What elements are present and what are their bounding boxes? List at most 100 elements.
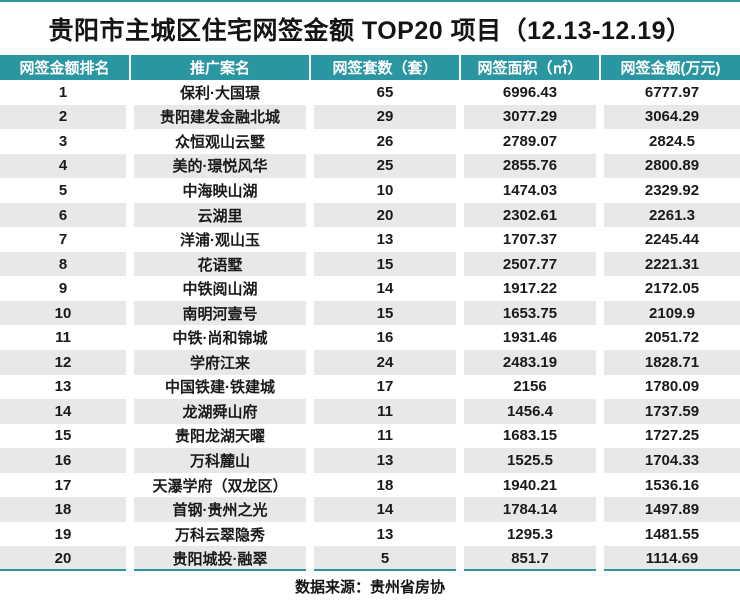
cell-units: 24	[310, 350, 460, 375]
cell-project-name: 中铁·尚和锦城	[172, 330, 268, 348]
cell-area: 6996.43	[502, 83, 558, 101]
table-header-row: 网签金额排名 推广案名 网签套数（套） 网签面积（㎡） 网签金额(万元)	[0, 55, 740, 80]
table-row: 7 洋浦·观山玉 13 1707.37 2245.44	[0, 227, 740, 252]
cell-units: 17	[376, 378, 394, 396]
table-row: 19 万科云翠隐秀 13 1295.3 1481.55	[0, 522, 740, 547]
cell-rank: 13	[54, 378, 72, 396]
cell-amount: 1737.59	[600, 399, 740, 424]
cell-units: 13	[310, 448, 460, 473]
cell-units: 15	[310, 251, 460, 277]
cell-units: 14	[310, 497, 460, 522]
cell-units: 25	[310, 153, 460, 179]
cell-project-name: 万科云翠隐秀	[174, 526, 265, 544]
cell-rank: 7	[58, 231, 68, 249]
cell-rank: 2	[0, 104, 130, 130]
cell-amount: 2109.9	[600, 300, 740, 326]
table-row: 9 中铁阅山湖 14 1917.22 2172.05	[0, 276, 740, 301]
cell-area: 1784.14	[460, 497, 600, 522]
cell-area: 3077.29	[460, 104, 600, 130]
table-row: 4 美的·璟悦风华 25 2855.76 2800.89	[0, 153, 740, 179]
cell-project-name: 美的·璟悦风华	[130, 153, 310, 179]
cell-area: 2483.19	[460, 350, 600, 375]
cell-amount: 1828.71	[600, 350, 740, 375]
cell-amount: 1780.09	[644, 378, 700, 396]
cell-project-name: 云湖里	[130, 202, 310, 228]
cell-area: 1917.22	[502, 280, 558, 298]
cell-amount: 1727.25	[644, 427, 700, 445]
cell-amount: 1704.33	[600, 448, 740, 473]
cell-units: 20	[310, 202, 460, 228]
table-row: 18 首钢·贵州之光 14 1784.14 1497.89	[0, 497, 740, 522]
cell-area: 1931.46	[502, 329, 558, 347]
cell-rank: 6	[0, 202, 130, 228]
cell-project-name: 洋浦·观山玉	[180, 232, 260, 250]
cell-project-name: 万科麓山	[130, 448, 310, 473]
cell-project-name: 贵阳龙湖天曜	[174, 428, 265, 446]
table-row: 20 贵阳城投·融翠 5 851.7 1114.69	[0, 546, 740, 571]
column-header-name: 推广案名	[130, 55, 310, 80]
table-row: 8 花语墅 15 2507.77 2221.31	[0, 251, 740, 277]
cell-amount: 2221.31	[600, 251, 740, 277]
cell-amount: 2800.89	[600, 153, 740, 179]
cell-area: 2156	[513, 378, 547, 396]
cell-project-name: 首钢·贵州之光	[130, 497, 310, 522]
cell-project-name: 南明河壹号	[130, 300, 310, 326]
cell-rank: 15	[54, 427, 72, 445]
cell-project-name: 中海映山湖	[182, 182, 258, 200]
cell-units: 29	[310, 104, 460, 130]
cell-amount: 1497.89	[600, 497, 740, 522]
page-title: 贵阳市主城区住宅网签金额 TOP20 项目（12.13-12.19）	[48, 16, 692, 45]
column-header-amount: 网签金额(万元)	[600, 55, 740, 80]
cell-area: 1683.15	[502, 427, 558, 445]
cell-units: 14	[376, 280, 394, 298]
cell-rank: 19	[54, 525, 72, 543]
cell-rank: 12	[0, 350, 130, 375]
cell-area: 1653.75	[460, 300, 600, 326]
cell-project-name: 学府江来	[130, 350, 310, 375]
cell-rank: 20	[0, 546, 130, 571]
cell-amount: 3064.29	[600, 104, 740, 130]
table-row: 3 众恒观山云墅 26 2789.07 2824.5	[0, 129, 740, 154]
cell-project-name: 众恒观山云墅	[174, 133, 265, 151]
data-source-note: 数据来源：贵州省房协	[294, 579, 445, 596]
cell-amount: 2824.5	[649, 132, 695, 150]
cell-rank: 3	[58, 132, 68, 150]
cell-project-name: 龙湖舜山府	[130, 399, 310, 424]
cell-rank: 4	[0, 153, 130, 179]
cell-units: 65	[376, 83, 394, 101]
cell-amount: 2245.44	[644, 231, 700, 249]
table-row: 15 贵阳龙湖天曜 11 1683.15 1727.25	[0, 424, 740, 449]
cell-amount: 2051.72	[644, 329, 700, 347]
table-row: 14 龙湖舜山府 11 1456.4 1737.59	[0, 399, 740, 424]
cell-project-name: 贵阳建发金融北城	[130, 104, 310, 130]
table-row: 17 天瀑学府（双龙区） 18 1940.21 1536.16	[0, 473, 740, 498]
cell-area: 2507.77	[460, 251, 600, 277]
table-row: 11 中铁·尚和锦城 16 1931.46 2051.72	[0, 325, 740, 350]
table-row: 12 学府江来 24 2483.19 1828.71	[0, 350, 740, 375]
cell-amount: 2329.92	[644, 181, 700, 199]
cell-area: 1474.03	[502, 181, 558, 199]
cell-project-name: 贵阳城投·融翠	[130, 546, 310, 571]
cell-project-name: 中国铁建·铁建城	[165, 379, 275, 397]
cell-area: 2855.76	[460, 153, 600, 179]
cell-units: 5	[310, 546, 460, 571]
cell-amount: 2261.3	[600, 202, 740, 228]
cell-project-name: 花语墅	[130, 251, 310, 277]
cell-units: 10	[376, 181, 394, 199]
cell-units: 13	[376, 525, 394, 543]
cell-area: 2302.61	[460, 202, 600, 228]
cell-rank: 17	[54, 476, 72, 494]
cell-area: 851.7	[460, 546, 600, 571]
cell-area: 2789.07	[502, 132, 558, 150]
cell-rank: 9	[58, 280, 68, 298]
cell-units: 16	[376, 329, 394, 347]
cell-project-name: 天瀑学府（双龙区）	[152, 477, 288, 495]
cell-area: 1707.37	[502, 231, 558, 249]
cell-amount: 1481.55	[644, 525, 700, 543]
cell-units: 15	[310, 300, 460, 326]
table-row: 6 云湖里 20 2302.61 2261.3	[0, 202, 740, 228]
cell-area: 1456.4	[460, 399, 600, 424]
cell-rank: 11	[55, 329, 71, 347]
cell-amount: 2172.05	[644, 280, 700, 298]
cell-area: 1940.21	[502, 476, 558, 494]
